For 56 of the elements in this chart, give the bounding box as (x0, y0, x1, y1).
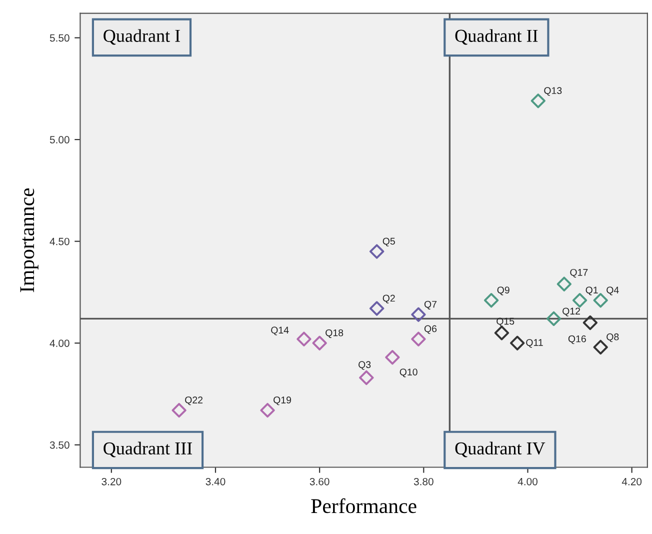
point (359, 370, 374, 386)
point (369, 301, 384, 316)
point (369, 244, 384, 259)
annotation: Quadrant IV (455, 442, 546, 458)
annotation: Q13 (544, 87, 562, 96)
annotation: Q11 (526, 339, 543, 348)
point (572, 293, 588, 308)
point (582, 315, 598, 330)
annotation: Quadrant III (104, 442, 192, 458)
point (546, 311, 562, 326)
annotation: Q22 (185, 396, 203, 406)
annotation: Q6 (424, 325, 437, 334)
point (312, 336, 327, 350)
point (260, 402, 275, 418)
point (411, 307, 426, 322)
annotation: Q3 (358, 361, 371, 370)
point (172, 402, 186, 418)
annotation: Q8 (606, 333, 619, 342)
point (510, 336, 525, 350)
x-tick-label: 4.00 (518, 478, 538, 486)
y-tick-label: 4.50 (50, 238, 70, 246)
annotation: Quadrant II (455, 29, 538, 45)
point (530, 94, 546, 108)
annotation: Q15 (496, 318, 514, 326)
annotation: Q18 (326, 329, 344, 338)
annotation: Q17 (570, 268, 588, 278)
point (411, 332, 426, 346)
x-tick-label: 3.40 (206, 478, 226, 486)
annotation: Q2 (382, 294, 395, 304)
annotation: Q4 (606, 286, 619, 296)
y-tick-label: 3.50 (50, 441, 70, 449)
point (484, 293, 499, 308)
y-tick-label: 5.00 (50, 136, 70, 144)
y-tick-label: 4.00 (50, 340, 70, 347)
x-tick-label: 3.80 (414, 478, 434, 486)
annotation: Q16 (568, 335, 586, 344)
annotation: Q5 (382, 238, 395, 246)
point (593, 340, 608, 354)
annotation: Q10 (400, 368, 418, 378)
x-tick-label: 3.60 (310, 478, 330, 486)
y-axis-title: Importannce (20, 188, 38, 292)
annotation: Q1 (586, 286, 598, 296)
point (296, 332, 312, 346)
x-tick-label: 4.20 (622, 478, 642, 486)
x-axis-title: Performance (311, 498, 416, 514)
point (494, 326, 510, 340)
point (385, 350, 400, 365)
annotation: Quadrant I (104, 29, 180, 45)
x-tick-label: 3.20 (102, 478, 122, 486)
annotation: Q14 (271, 326, 289, 336)
point (556, 276, 572, 292)
annotation: Q7 (424, 300, 436, 310)
y-tick-label: 5.50 (50, 34, 70, 42)
annotation: Q19 (274, 396, 292, 406)
annotation: Q9 (497, 286, 510, 296)
annotation: Q12 (562, 308, 580, 316)
